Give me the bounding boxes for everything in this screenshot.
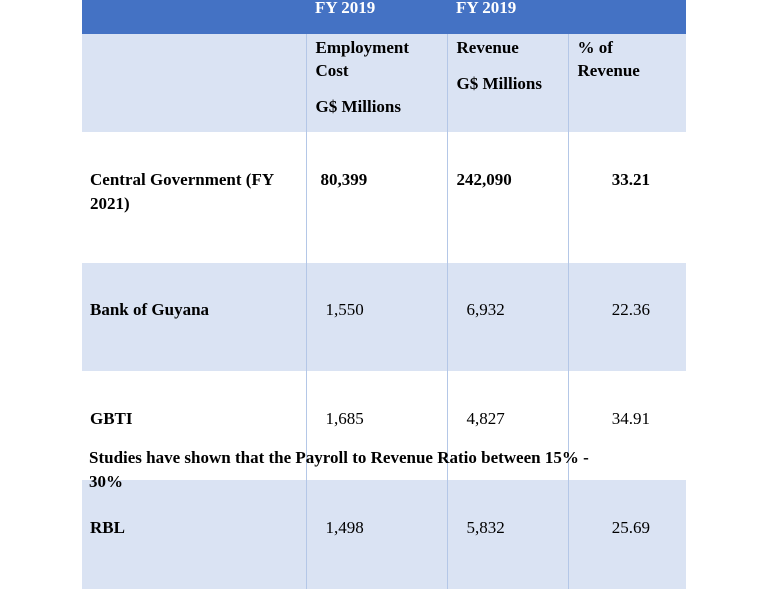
revenue-header-line2: G$ Millions [456, 74, 542, 93]
column-header-percent: % of Revenue [568, 34, 686, 132]
employment-header-line1: Employment [315, 38, 410, 57]
header-cell-fy-revenue: FY 2019 [447, 0, 568, 34]
employment-cost-value: 1,685 [325, 409, 364, 428]
percent-cell: 34.91 [568, 371, 686, 480]
column-header-entity [82, 34, 307, 132]
table-row: Bank of Guyana 1,550 6,932 22.36 [82, 263, 686, 371]
entity-name: Bank of Guyana [90, 300, 210, 319]
entity-cell: Central Government (FY 2021) [82, 132, 307, 263]
employment-cost-value: 1,550 [325, 300, 364, 319]
revenue-value: 5,832 [466, 518, 505, 537]
header-row-columns: Employment Cost G$ Millions Revenue G$ M… [82, 34, 686, 132]
entity-name-line2: 2021) [90, 194, 130, 213]
employment-header-line3: G$ Millions [315, 97, 401, 116]
entity-cell: Bank of Guyana [82, 263, 307, 371]
revenue-cell: 242,090 [447, 132, 569, 263]
entity-cell: RBL [82, 480, 307, 589]
revenue-value: 6,932 [466, 300, 505, 319]
footer-note-line2: 30% [89, 472, 123, 491]
payroll-revenue-table: FY 2019 FY 2019 Employment Cost G$ Milli… [82, 0, 686, 589]
header-fy-employment: FY 2019 [315, 0, 376, 17]
employment-cost-value: 1,498 [325, 518, 364, 537]
percent-cell: 33.21 [568, 132, 686, 263]
percent-value: 33.21 [611, 170, 650, 189]
header-cell-empty-2 [568, 0, 686, 34]
column-header-revenue: Revenue G$ Millions [447, 34, 569, 132]
header-row-year: FY 2019 FY 2019 [82, 0, 686, 34]
entity-name: GBTI [90, 409, 133, 428]
table-row: RBL 1,498 5,832 25.69 [82, 480, 686, 589]
column-header-employment-cost: Employment Cost G$ Millions [306, 34, 448, 132]
employment-cost-cell: 80,399 [306, 132, 448, 263]
entity-name: RBL [90, 518, 125, 537]
table-row: Central Government (FY 2021) 80,399 242,… [82, 132, 686, 263]
revenue-cell: 5,832 [447, 480, 569, 589]
employment-cost-cell: 1,685 [306, 371, 448, 480]
table-row: GBTI 1,685 4,827 34.91 [82, 371, 686, 480]
percent-value: 34.91 [611, 409, 650, 428]
footer-note: Studies have shown that the Payroll to R… [89, 446, 679, 494]
percent-header-line2: Revenue [577, 61, 640, 80]
header-cell-empty [82, 0, 306, 34]
header-fy-revenue: FY 2019 [456, 0, 517, 17]
percent-header-line1: % of [577, 38, 613, 57]
payroll-table-container: FY 2019 FY 2019 Employment Cost G$ Milli… [82, 0, 686, 589]
percent-value: 22.36 [611, 300, 650, 319]
employment-cost-cell: 1,498 [306, 480, 448, 589]
employment-header-line2: Cost [315, 61, 349, 80]
percent-value: 25.69 [611, 518, 650, 537]
employment-cost-value: 80,399 [320, 170, 368, 189]
employment-cost-cell: 1,550 [306, 263, 448, 371]
revenue-value: 4,827 [466, 409, 505, 428]
percent-cell: 22.36 [568, 263, 686, 371]
header-cell-fy-employment: FY 2019 [306, 0, 447, 34]
entity-cell: GBTI [82, 371, 307, 480]
revenue-cell: 6,932 [447, 263, 569, 371]
revenue-header-line1: Revenue [456, 38, 519, 57]
revenue-value: 242,090 [456, 170, 512, 189]
footer-note-line1: Studies have shown that the Payroll to R… [89, 448, 589, 467]
revenue-cell: 4,827 [447, 371, 569, 480]
entity-name-line1: Central Government (FY [90, 170, 275, 189]
percent-cell: 25.69 [568, 480, 686, 589]
